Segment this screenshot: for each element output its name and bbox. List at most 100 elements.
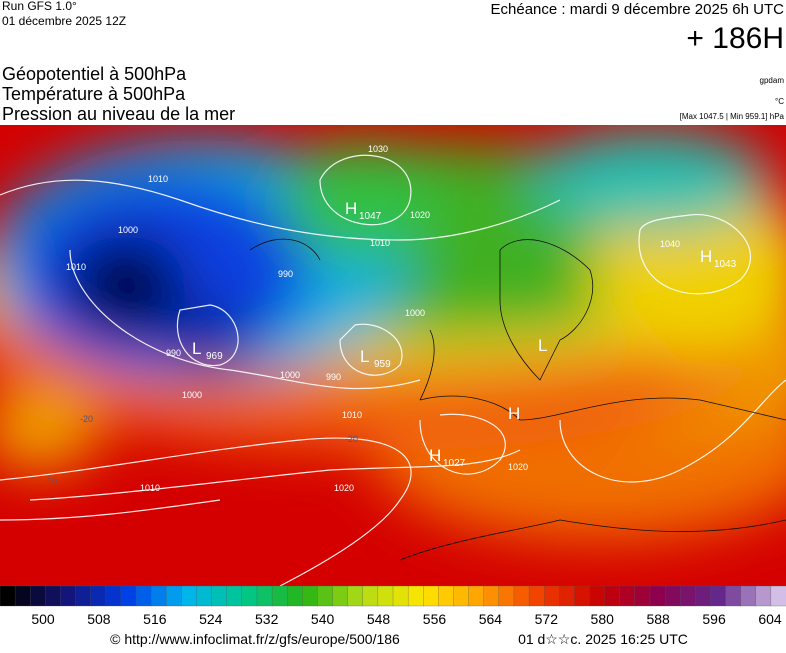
colorbar-swatch: [30, 585, 46, 607]
isobar-label: 1000: [118, 225, 138, 235]
colorbar-swatch: [166, 585, 183, 607]
isobar-label: 1020: [508, 462, 528, 472]
colorbar-swatch: [0, 585, 16, 607]
colorbar-swatch: [196, 585, 213, 607]
lead-time: + 186H: [686, 22, 784, 55]
colorbar-swatch: [211, 585, 228, 607]
isobar-label: 1020: [410, 210, 430, 220]
colorbar-tick-label: 596: [702, 611, 726, 627]
pressure-center: H: [700, 247, 712, 266]
colorbar-swatch: [407, 585, 424, 607]
colorbar-swatch: [392, 585, 409, 607]
colorbar-swatch: [695, 585, 712, 607]
colorbar-tick-label: 564: [479, 611, 503, 627]
isobar-label: 990: [278, 269, 293, 279]
colorbar-swatch: [90, 585, 107, 607]
echeance: Echéance : mardi 9 décembre 2025 6h UTC: [491, 1, 785, 18]
pressure-center: L: [192, 339, 201, 358]
colorbar-tick-label: 572: [535, 611, 559, 627]
colorbar-swatch: [710, 585, 727, 607]
pressure-value: 1047: [359, 211, 382, 222]
colorbar-tick-label: 540: [311, 611, 335, 627]
isobar-label: 1040: [660, 239, 680, 249]
unit: °C: [775, 97, 784, 106]
run: Run GFS 1.0°: [2, 0, 77, 13]
colorbar-swatch: [14, 585, 31, 607]
colorbar-swatch: [332, 585, 349, 607]
colorbar-swatch: [120, 585, 137, 607]
isobar-label: 1010: [148, 174, 168, 184]
colorbar-swatch: [649, 585, 666, 607]
colorbar-swatch: [317, 585, 334, 607]
colorbar: 500 508 516 524 532 540 548 556 564 572 580 588 596 6…: [0, 585, 786, 627]
colorbar-swatch: [271, 585, 288, 607]
pressure-center: H: [508, 404, 520, 423]
isobar-label: 1000: [280, 370, 300, 380]
colorbar-swatch: [634, 585, 651, 607]
colorbar-swatch: [151, 585, 167, 607]
isobar-label: 1010: [370, 238, 390, 248]
colorbar-tick-label: 580: [591, 611, 615, 627]
pressure-center: H: [429, 446, 441, 465]
title: Température à 500hPa: [2, 84, 186, 104]
unit: gpdam: [760, 76, 785, 85]
pressure-center: L: [538, 336, 547, 355]
temp-label: -10: [44, 476, 57, 486]
colorbar-swatch: [226, 585, 243, 607]
colorbar-tick-label: 500: [31, 611, 55, 627]
colorbar-tick-label: 532: [255, 611, 279, 627]
colorbar-tick-label: 604: [758, 611, 782, 627]
colorbar-swatch: [302, 585, 319, 607]
colorbar-swatch: [740, 585, 757, 607]
colorbar-tick-label: 524: [199, 611, 223, 627]
title: Géopotentiel à 500hPa: [2, 64, 187, 84]
colorbar-swatch: [423, 585, 439, 607]
map: [0, 125, 786, 586]
colorbar-swatch: [498, 585, 515, 607]
isobar-label: 1000: [182, 390, 202, 400]
colorbar-swatch: [287, 585, 303, 607]
colorbar-swatch: [559, 585, 576, 607]
colorbar-swatch: [468, 585, 485, 607]
colorbar-tick-label: 548: [367, 611, 391, 627]
colorbar-swatch: [725, 585, 742, 607]
temp-label: -20: [80, 414, 93, 424]
colorbar-swatch: [181, 585, 198, 607]
colorbar-swatch: [256, 585, 273, 607]
colorbar-tick-label: 556: [423, 611, 447, 627]
colorbar-swatch: [377, 585, 394, 607]
colorbar-tick-label: 516: [143, 611, 167, 627]
colorbar-swatch: [680, 585, 696, 607]
isobar-label: 1030: [368, 144, 388, 154]
title: Pression au niveau de la mer: [2, 104, 235, 124]
colorbar-swatch: [755, 585, 772, 607]
isobar-label: 1020: [334, 483, 354, 493]
colorbar-swatch: [574, 585, 591, 607]
pressure-value: 1043: [714, 259, 737, 270]
colorbar-swatch: [664, 585, 681, 607]
pressure-center: L: [360, 347, 369, 366]
colorbar-tick-label: 508: [87, 611, 111, 627]
colorbar-tick-label: 588: [646, 611, 670, 627]
isobar-label: 1000: [405, 308, 425, 318]
colorbar-swatch: [45, 585, 62, 607]
run-date: 01 décembre 2025 12Z: [2, 14, 126, 28]
isobar-label: 990: [166, 348, 181, 358]
colorbar-swatch: [105, 585, 122, 607]
colorbar-swatch: [619, 585, 636, 607]
pressure-value: 959: [374, 359, 391, 370]
pressure-center: H: [345, 199, 357, 218]
isobar-label: 1010: [342, 410, 362, 420]
temp-label: -20: [345, 434, 358, 444]
isobar-label: 990: [326, 372, 341, 382]
colorbar-swatch: [362, 585, 379, 607]
colorbar-swatch: [135, 585, 152, 607]
colorbar-swatch: [483, 585, 500, 607]
colorbar-swatch: [544, 585, 560, 607]
colorbar-swatch: [604, 585, 621, 607]
colorbar-swatch: [241, 585, 258, 607]
isobar-label: 1010: [66, 262, 86, 272]
colorbar-swatch: [60, 585, 77, 607]
colorbar-swatch: [438, 585, 455, 607]
